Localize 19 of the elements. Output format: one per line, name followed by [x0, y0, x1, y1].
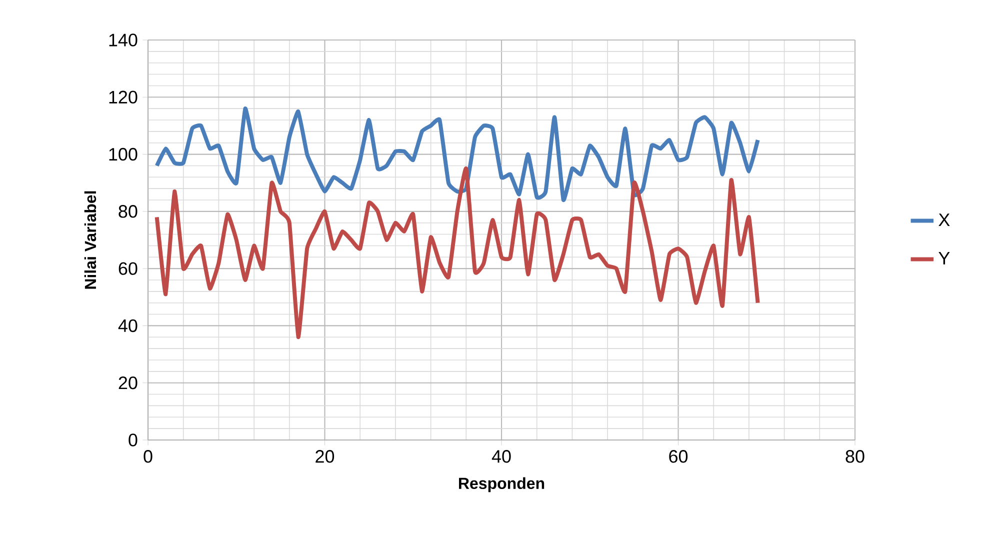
x-axis-title: Responden — [459, 477, 544, 492]
x-tick-label: 60 — [669, 450, 688, 463]
x-tick-label: 80 — [846, 450, 864, 463]
y-tick-label: 0 — [128, 434, 138, 446]
line-series — [154, 166, 760, 340]
x-tick-label: 0 — [144, 450, 152, 463]
y-axis-title: Nilai Variabel — [84, 191, 96, 289]
line-series — [154, 106, 760, 202]
y-tick-label: 20 — [118, 376, 138, 390]
x-tick-label: 20 — [316, 450, 334, 463]
y-tick-label: 120 — [109, 90, 138, 104]
y-tick-label: 60 — [118, 262, 138, 275]
y-tick-label: 80 — [118, 205, 138, 218]
x-tick-label: 40 — [492, 450, 511, 463]
y-tick-label: 140 — [109, 34, 138, 46]
y-tick-label: 100 — [109, 148, 138, 161]
y-tick-label: 40 — [118, 319, 138, 332]
legend-label: Y — [938, 252, 950, 264]
legend-label: X — [938, 214, 950, 226]
